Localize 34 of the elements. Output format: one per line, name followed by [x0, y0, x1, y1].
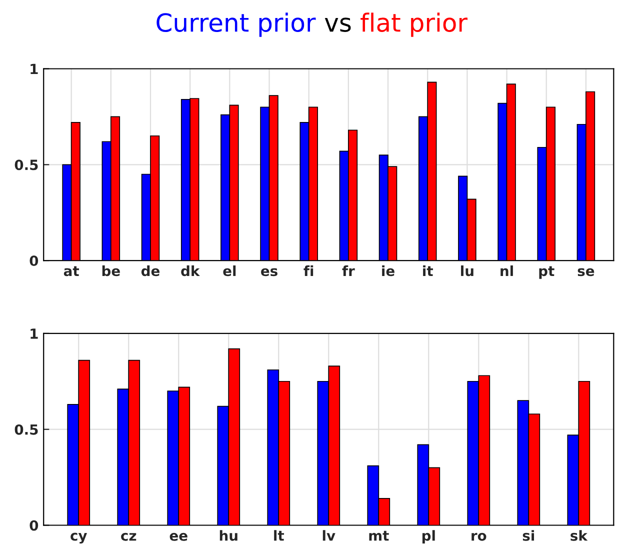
x-tick-label: ro: [472, 532, 486, 541]
x-tick-label: ie: [382, 265, 394, 276]
x-tick-label: be: [102, 265, 120, 276]
x-tick-label: it: [423, 265, 433, 276]
x-tick-label: si: [522, 530, 534, 541]
x-tick-label: cy: [70, 532, 88, 544]
x-tick-label: es: [261, 268, 278, 276]
x-tick-label: cz: [121, 532, 136, 541]
text: flat prior: [360, 12, 468, 37]
x-tick-label: el: [223, 265, 236, 276]
chart-title: vs: [324, 18, 351, 32]
x-tick-label: fr: [342, 265, 355, 276]
x-tick-label: at: [64, 266, 80, 276]
y-tick-label: 1: [30, 328, 38, 339]
x-tick-label: dk: [181, 265, 200, 276]
y-tick-label: 0: [30, 520, 38, 531]
x-tick-label: de: [141, 265, 160, 276]
x-tick-label: nl: [500, 265, 513, 276]
x-tick-label: mt: [369, 530, 389, 541]
x-tick-label: sk: [570, 530, 588, 541]
text: Current prior: [156, 12, 316, 37]
y-tick-label: 0.5: [14, 160, 38, 170]
x-tick-label: pt: [539, 266, 554, 279]
x-tick-label: pl: [422, 530, 435, 544]
y-tick-label: 1: [30, 64, 38, 74]
y-tick-label: 0: [30, 256, 38, 266]
x-tick-label: fi: [304, 265, 314, 276]
x-tick-label: ee: [170, 532, 188, 541]
x-tick-label: lv: [322, 530, 336, 541]
x-tick-label: lu: [461, 265, 474, 276]
x-tick-label: lt: [274, 530, 284, 541]
x-tick-label: hu: [220, 530, 238, 541]
y-tick-label: 0.5: [14, 424, 38, 435]
x-tick-label: se: [578, 268, 594, 276]
